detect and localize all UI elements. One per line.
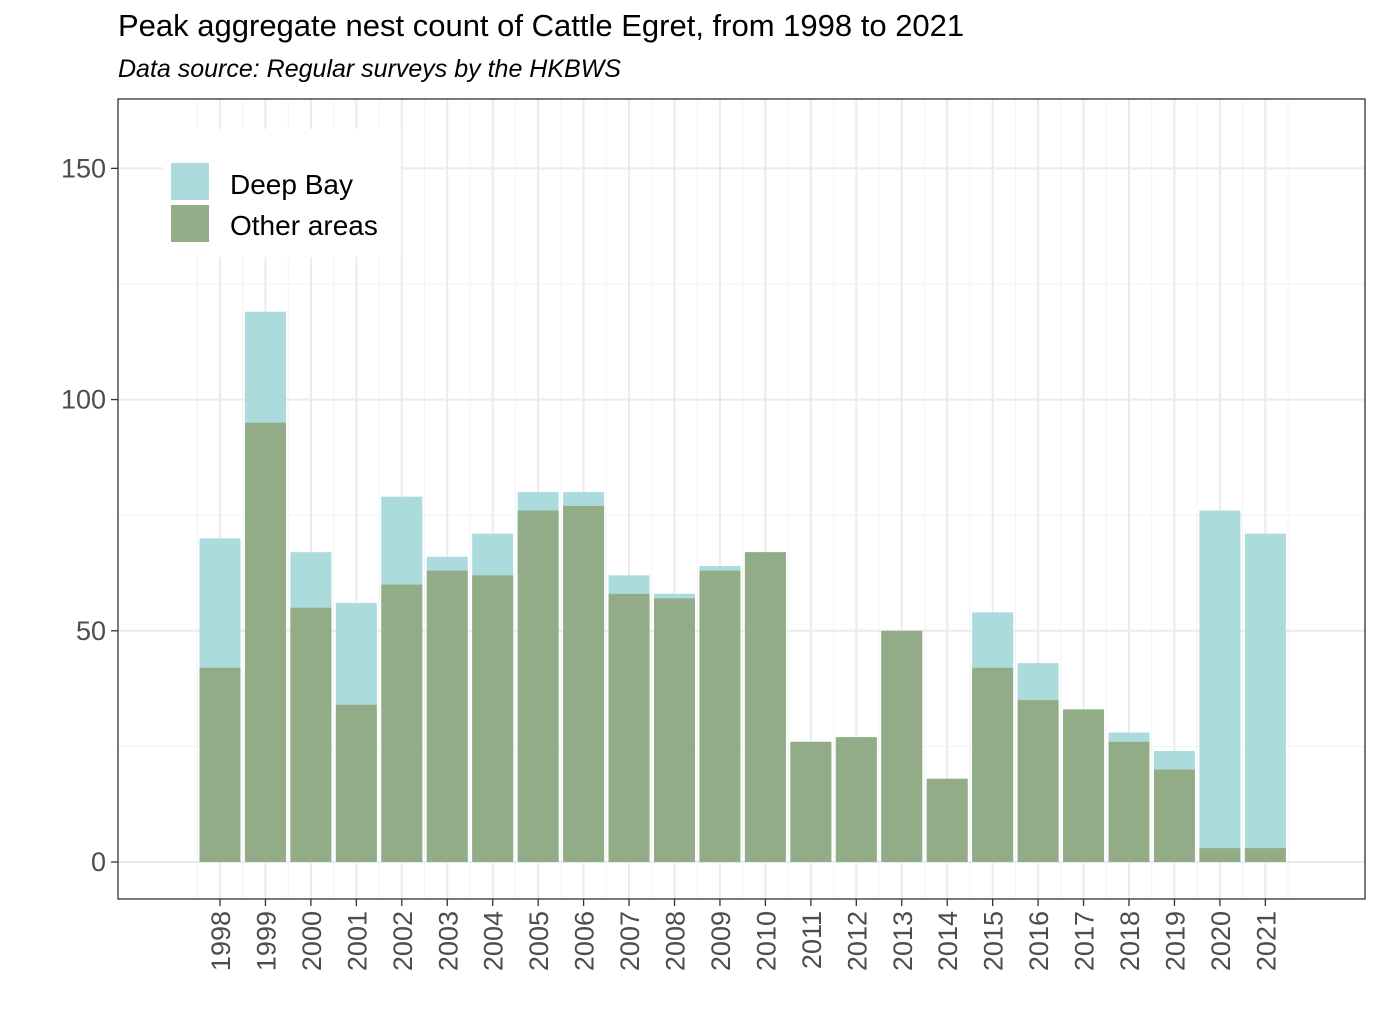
bar-other-areas-2010: [744, 552, 786, 863]
other-areas-bars: [199, 422, 1286, 863]
bar-other-areas-2021: [1244, 848, 1286, 863]
y-tick-label: 150: [61, 153, 106, 183]
x-tick-label-2005: 2005: [524, 911, 554, 971]
x-tick-label-2000: 2000: [297, 911, 327, 971]
bar-other-areas-2002: [381, 584, 423, 863]
x-tick-label-2011: 2011: [797, 911, 827, 969]
bar-deep-bay-2021: [1244, 533, 1286, 863]
chart-subtitle: Data source: Regular surveys by the HKBW…: [118, 55, 621, 83]
x-tick-label-2017: 2017: [1070, 911, 1100, 971]
x-tick-label-2007: 2007: [615, 911, 645, 971]
x-tick-label-2002: 2002: [388, 911, 418, 971]
bar-other-areas-2007: [608, 593, 650, 863]
x-tick-label-2021: 2021: [1251, 911, 1281, 971]
x-tick-label-2004: 2004: [479, 911, 509, 971]
x-tick-label-2016: 2016: [1024, 911, 1054, 971]
x-tick-label-2010: 2010: [751, 911, 781, 971]
x-tick-label-2013: 2013: [888, 911, 918, 971]
legend: Deep Bay Other areas: [163, 129, 401, 257]
bar-other-areas-2011: [790, 741, 832, 863]
y-axis: 0 50 100 150: [61, 153, 118, 877]
x-tick-label-1999: 1999: [251, 911, 281, 971]
x-tick-label-2008: 2008: [661, 911, 691, 971]
x-tick-label-2018: 2018: [1115, 911, 1145, 971]
x-axis: 1998 1999 2000 2001 2002 2003 2004 2005 2006 2007…: [206, 899, 1281, 971]
legend-swatch-other-areas: [171, 205, 209, 242]
chart-title: Peak aggregate nest count of Cattle Egre…: [118, 8, 965, 43]
bar-other-areas-2012: [835, 737, 877, 863]
bar-other-areas-2016: [1017, 700, 1059, 863]
bar-other-areas-2001: [335, 704, 377, 863]
y-tick-label: 0: [91, 847, 106, 877]
x-tick-label-2015: 2015: [979, 911, 1009, 971]
bar-other-areas-2020: [1199, 848, 1241, 863]
bar-other-areas-2009: [699, 570, 741, 863]
bar-other-areas-2015: [972, 667, 1014, 863]
bar-other-areas-2003: [426, 570, 468, 863]
bar-other-areas-1999: [244, 422, 286, 863]
bar-other-areas-2000: [290, 607, 332, 863]
bar-other-areas-2014: [926, 778, 968, 863]
bar-other-areas-2013: [881, 630, 923, 863]
bar-other-areas-1998: [199, 667, 241, 863]
x-tick-label-1998: 1998: [206, 911, 236, 971]
plot-panel-border: [117, 98, 1366, 900]
x-tick-label-2012: 2012: [842, 911, 872, 971]
x-tick-label-2009: 2009: [706, 911, 736, 971]
y-tick-label: 50: [76, 616, 106, 646]
legend-label-other-areas: Other areas: [230, 210, 378, 241]
x-tick-label-2020: 2020: [1206, 911, 1236, 971]
x-tick-label-2006: 2006: [570, 911, 600, 971]
bar-other-areas-2004: [472, 575, 514, 863]
bar-other-areas-2006: [563, 505, 605, 863]
bar-other-areas-2008: [654, 598, 695, 863]
legend-label-deep-bay: Deep Bay: [230, 169, 353, 200]
x-tick-label-2019: 2019: [1160, 911, 1190, 971]
x-tick-label-2014: 2014: [933, 911, 963, 971]
bar-other-areas-2017: [1063, 709, 1105, 863]
bar-other-areas-2019: [1153, 769, 1195, 863]
y-tick-label: 100: [61, 385, 106, 415]
x-tick-label-2001: 2001: [342, 911, 372, 971]
bar-other-areas-2005: [517, 510, 559, 863]
legend-swatch-deep-bay: [171, 163, 209, 200]
bar-other-areas-2018: [1108, 741, 1150, 863]
x-tick-label-2003: 2003: [433, 911, 463, 971]
bar-deep-bay-2020: [1199, 510, 1241, 863]
